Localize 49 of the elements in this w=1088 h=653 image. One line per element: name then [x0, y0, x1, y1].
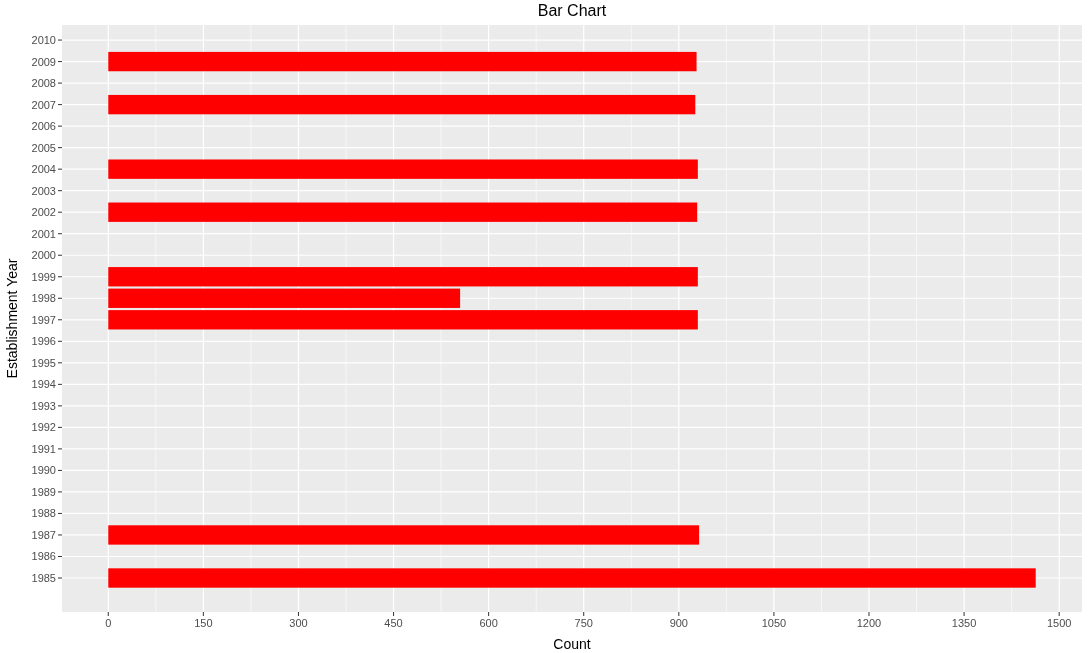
x-tick-label: 1050: [761, 617, 787, 629]
y-tick-label: 2008: [31, 77, 56, 90]
y-tick-label: 2002: [31, 206, 56, 219]
y-tick-label: 1990: [31, 464, 56, 477]
x-axis-title: Count: [553, 636, 591, 652]
y-tick-label: 1993: [31, 399, 56, 412]
x-tick-label: 150: [194, 617, 213, 629]
y-tick-label: 2000: [31, 249, 56, 262]
y-tick-label: 1995: [31, 356, 56, 369]
x-tick-label: 300: [289, 617, 308, 629]
x-tick-label: 600: [479, 617, 498, 629]
y-axis-title: Establishment Year: [4, 258, 20, 379]
bar: [108, 159, 698, 179]
y-tick-label: 1991: [31, 442, 56, 455]
x-tick-label: 900: [669, 617, 688, 629]
bar: [108, 51, 697, 72]
chart-title: Bar Chart: [537, 2, 607, 19]
bar: [108, 310, 698, 330]
y-tick-label: 2001: [31, 227, 56, 240]
y-tick-label: 2009: [31, 55, 56, 68]
x-tick-label: 1200: [856, 617, 882, 629]
bar: [108, 525, 700, 545]
y-tick-label: 1987: [31, 528, 56, 541]
y-tick-label: 1989: [31, 485, 56, 498]
y-tick-label: 1999: [31, 270, 56, 283]
y-tick-label: 1988: [31, 507, 56, 520]
y-tick-label: 1998: [31, 292, 56, 305]
bar: [108, 568, 1036, 588]
y-tick-label: 2003: [31, 184, 56, 197]
bar: [108, 288, 461, 308]
y-tick-label: 1992: [31, 421, 56, 434]
x-tick-label: 450: [384, 617, 403, 629]
y-tick-label: 2005: [31, 141, 56, 154]
y-tick-label: 1986: [31, 550, 56, 563]
y-tick-label: 1997: [31, 313, 56, 326]
y-tick-label: 1985: [31, 572, 56, 584]
bar: [108, 267, 698, 287]
y-tick-label: 1994: [31, 378, 56, 391]
x-tick-label: 1500: [1046, 617, 1072, 629]
x-tick-label: 1350: [951, 617, 977, 629]
bar: [108, 94, 696, 115]
y-tick-label: 2007: [31, 98, 56, 111]
x-tick-label: 750: [574, 617, 593, 629]
y-tick-label: 2006: [31, 120, 56, 133]
bar: [108, 202, 698, 222]
y-tick-label: 1996: [31, 335, 56, 348]
y-tick-label: 2004: [31, 163, 56, 176]
y-tick-label: 2010: [31, 34, 56, 47]
x-tick-label: 0: [105, 617, 112, 629]
